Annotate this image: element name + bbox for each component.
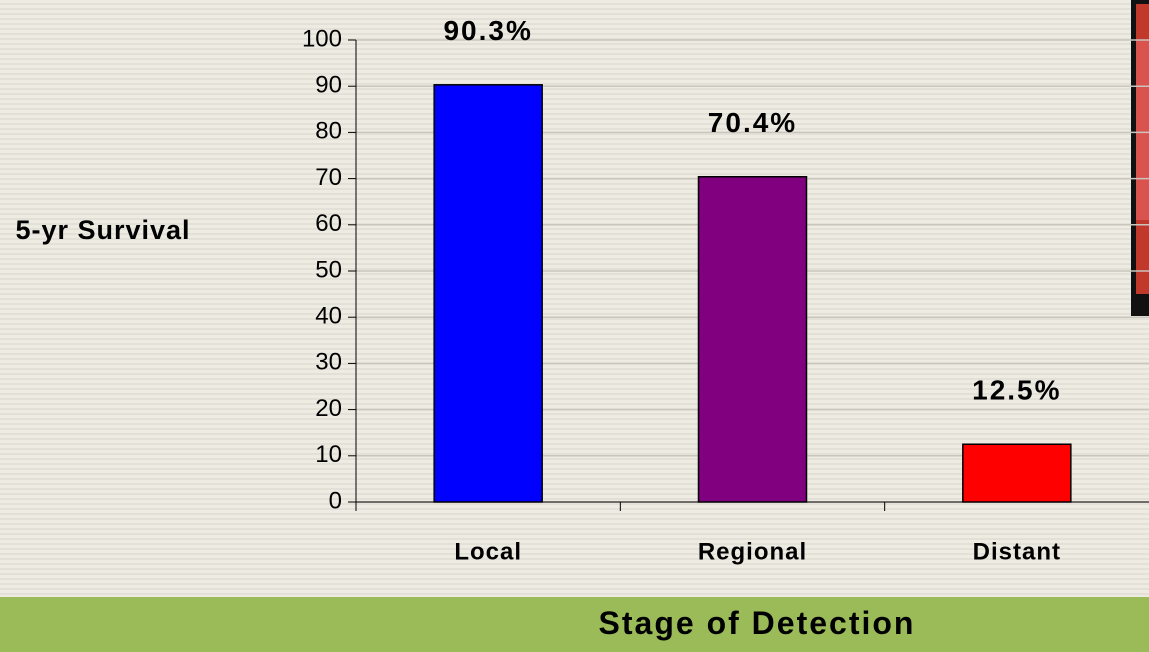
bar <box>962 443 1072 503</box>
y-tick-label: 20 <box>315 395 342 422</box>
y-axis-label: 5-yr Survival <box>15 215 191 245</box>
x-tick-label: Distant <box>973 538 1061 565</box>
y-tick-label: 60 <box>315 210 342 237</box>
footer-band <box>0 597 1149 652</box>
y-tick-label: 70 <box>315 164 342 191</box>
x-tick-label: Local <box>454 538 522 565</box>
y-tick-label: 10 <box>315 441 342 468</box>
value-label: 90.3% <box>443 15 532 46</box>
y-tick-label: 80 <box>315 118 342 145</box>
photo-fragment <box>1131 0 1149 316</box>
x-axis-label: Stage of Detection <box>598 605 916 641</box>
y-tick-label: 90 <box>315 72 342 99</box>
x-tick-label: Regional <box>698 538 807 565</box>
value-label: 70.4% <box>708 107 797 138</box>
value-label: 12.5% <box>972 375 1061 406</box>
y-tick-label: 30 <box>315 349 342 376</box>
bar <box>697 176 808 503</box>
y-tick-label: 50 <box>315 256 342 283</box>
bar <box>433 84 543 503</box>
y-tick-label: 0 <box>329 487 342 514</box>
y-tick-label: 100 <box>302 25 342 52</box>
y-tick-label: 40 <box>315 303 342 330</box>
